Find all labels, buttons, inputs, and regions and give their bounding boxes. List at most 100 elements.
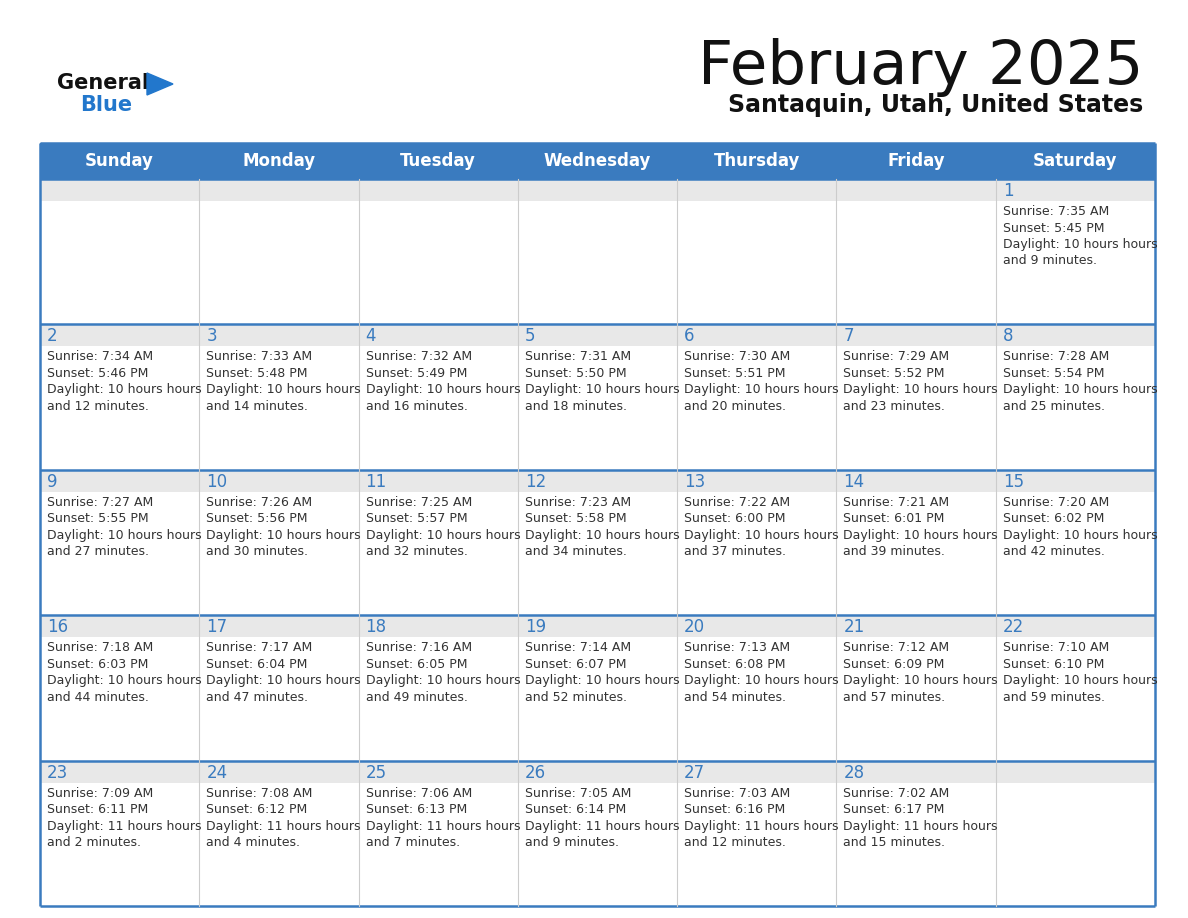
Text: and 54 minutes.: and 54 minutes. <box>684 690 786 704</box>
Text: 18: 18 <box>366 618 387 636</box>
Text: and 49 minutes.: and 49 minutes. <box>366 690 467 704</box>
Text: and 30 minutes.: and 30 minutes. <box>207 545 308 558</box>
Bar <box>40 470 1155 615</box>
Text: Daylight: 11 hours hours: Daylight: 11 hours hours <box>525 820 680 833</box>
Text: Daylight: 10 hours hours: Daylight: 10 hours hours <box>48 384 202 397</box>
Text: Sunrise: 7:23 AM: Sunrise: 7:23 AM <box>525 496 631 509</box>
Text: Sunrise: 7:09 AM: Sunrise: 7:09 AM <box>48 787 153 800</box>
Text: 15: 15 <box>1003 473 1024 491</box>
Text: Sunrise: 7:30 AM: Sunrise: 7:30 AM <box>684 351 790 364</box>
Text: 2: 2 <box>48 328 58 345</box>
Text: 19: 19 <box>525 618 546 636</box>
Text: February 2025: February 2025 <box>697 38 1143 97</box>
Text: Sunrise: 7:06 AM: Sunrise: 7:06 AM <box>366 787 472 800</box>
Text: Sunset: 5:58 PM: Sunset: 5:58 PM <box>525 512 626 525</box>
Text: Sunday: Sunday <box>86 152 154 170</box>
Text: Daylight: 10 hours hours: Daylight: 10 hours hours <box>1003 674 1157 688</box>
Text: Friday: Friday <box>887 152 944 170</box>
Bar <box>40 143 1155 179</box>
Text: Sunrise: 7:18 AM: Sunrise: 7:18 AM <box>48 641 153 655</box>
Bar <box>40 324 1155 346</box>
Text: 24: 24 <box>207 764 227 781</box>
Text: and 32 minutes.: and 32 minutes. <box>366 545 467 558</box>
Text: Daylight: 10 hours hours: Daylight: 10 hours hours <box>207 529 361 542</box>
Text: and 18 minutes.: and 18 minutes. <box>525 400 627 413</box>
Text: 23: 23 <box>48 764 68 781</box>
Text: Sunrise: 7:33 AM: Sunrise: 7:33 AM <box>207 351 312 364</box>
Text: and 20 minutes.: and 20 minutes. <box>684 400 786 413</box>
Text: 10: 10 <box>207 473 227 491</box>
Text: Daylight: 10 hours hours: Daylight: 10 hours hours <box>1003 238 1157 251</box>
Text: Sunrise: 7:22 AM: Sunrise: 7:22 AM <box>684 496 790 509</box>
Text: and 23 minutes.: and 23 minutes. <box>843 400 946 413</box>
Polygon shape <box>147 73 173 95</box>
Text: Sunset: 5:57 PM: Sunset: 5:57 PM <box>366 512 467 525</box>
Text: Sunrise: 7:14 AM: Sunrise: 7:14 AM <box>525 641 631 655</box>
Text: 8: 8 <box>1003 328 1013 345</box>
Text: Sunset: 6:05 PM: Sunset: 6:05 PM <box>366 657 467 671</box>
Text: 9: 9 <box>48 473 57 491</box>
Text: and 14 minutes.: and 14 minutes. <box>207 400 308 413</box>
Text: 21: 21 <box>843 618 865 636</box>
Text: Daylight: 10 hours hours: Daylight: 10 hours hours <box>366 384 520 397</box>
Text: and 15 minutes.: and 15 minutes. <box>843 836 946 849</box>
Text: Sunrise: 7:27 AM: Sunrise: 7:27 AM <box>48 496 153 509</box>
Text: and 7 minutes.: and 7 minutes. <box>366 836 460 849</box>
Text: Sunset: 5:49 PM: Sunset: 5:49 PM <box>366 367 467 380</box>
Text: Sunrise: 7:21 AM: Sunrise: 7:21 AM <box>843 496 949 509</box>
Text: Sunrise: 7:29 AM: Sunrise: 7:29 AM <box>843 351 949 364</box>
Text: Daylight: 10 hours hours: Daylight: 10 hours hours <box>684 529 839 542</box>
Text: and 59 minutes.: and 59 minutes. <box>1003 690 1105 704</box>
Text: Sunset: 6:07 PM: Sunset: 6:07 PM <box>525 657 626 671</box>
Text: and 25 minutes.: and 25 minutes. <box>1003 400 1105 413</box>
Bar <box>40 179 1155 201</box>
Text: Sunset: 6:16 PM: Sunset: 6:16 PM <box>684 803 785 816</box>
Text: Daylight: 10 hours hours: Daylight: 10 hours hours <box>207 384 361 397</box>
Text: Sunrise: 7:34 AM: Sunrise: 7:34 AM <box>48 351 153 364</box>
Text: Sunset: 6:13 PM: Sunset: 6:13 PM <box>366 803 467 816</box>
Text: Daylight: 10 hours hours: Daylight: 10 hours hours <box>48 674 202 688</box>
Text: and 37 minutes.: and 37 minutes. <box>684 545 786 558</box>
Text: Daylight: 10 hours hours: Daylight: 10 hours hours <box>1003 384 1157 397</box>
Text: and 47 minutes.: and 47 minutes. <box>207 690 308 704</box>
Text: and 9 minutes.: and 9 minutes. <box>525 836 619 849</box>
Text: 25: 25 <box>366 764 387 781</box>
Text: Thursday: Thursday <box>714 152 800 170</box>
Text: Sunrise: 7:12 AM: Sunrise: 7:12 AM <box>843 641 949 655</box>
Text: Sunrise: 7:32 AM: Sunrise: 7:32 AM <box>366 351 472 364</box>
Text: and 34 minutes.: and 34 minutes. <box>525 545 627 558</box>
Text: and 12 minutes.: and 12 minutes. <box>48 400 148 413</box>
Text: 7: 7 <box>843 328 854 345</box>
Text: Sunset: 6:01 PM: Sunset: 6:01 PM <box>843 512 944 525</box>
Text: 3: 3 <box>207 328 217 345</box>
Text: Sunrise: 7:25 AM: Sunrise: 7:25 AM <box>366 496 472 509</box>
Text: Sunset: 6:03 PM: Sunset: 6:03 PM <box>48 657 148 671</box>
Text: 12: 12 <box>525 473 546 491</box>
Text: 26: 26 <box>525 764 546 781</box>
Text: 13: 13 <box>684 473 706 491</box>
Text: 1: 1 <box>1003 182 1013 200</box>
Text: 4: 4 <box>366 328 377 345</box>
Text: Daylight: 10 hours hours: Daylight: 10 hours hours <box>525 384 680 397</box>
Text: Sunrise: 7:17 AM: Sunrise: 7:17 AM <box>207 641 312 655</box>
Text: Monday: Monday <box>242 152 316 170</box>
Text: Daylight: 10 hours hours: Daylight: 10 hours hours <box>843 529 998 542</box>
Text: Sunrise: 7:05 AM: Sunrise: 7:05 AM <box>525 787 631 800</box>
Text: Daylight: 10 hours hours: Daylight: 10 hours hours <box>48 529 202 542</box>
Text: Sunrise: 7:20 AM: Sunrise: 7:20 AM <box>1003 496 1108 509</box>
Text: Sunrise: 7:28 AM: Sunrise: 7:28 AM <box>1003 351 1108 364</box>
Text: Daylight: 11 hours hours: Daylight: 11 hours hours <box>843 820 998 833</box>
Text: 11: 11 <box>366 473 387 491</box>
Text: Sunset: 6:02 PM: Sunset: 6:02 PM <box>1003 512 1104 525</box>
Text: Sunset: 6:10 PM: Sunset: 6:10 PM <box>1003 657 1104 671</box>
Text: General: General <box>57 73 148 93</box>
Text: Daylight: 10 hours hours: Daylight: 10 hours hours <box>366 674 520 688</box>
Text: 14: 14 <box>843 473 865 491</box>
Text: and 57 minutes.: and 57 minutes. <box>843 690 946 704</box>
Text: and 42 minutes.: and 42 minutes. <box>1003 545 1105 558</box>
Text: Sunset: 6:17 PM: Sunset: 6:17 PM <box>843 803 944 816</box>
Text: Sunset: 6:09 PM: Sunset: 6:09 PM <box>843 657 944 671</box>
Text: and 2 minutes.: and 2 minutes. <box>48 836 141 849</box>
Text: Daylight: 10 hours hours: Daylight: 10 hours hours <box>1003 529 1157 542</box>
Text: Sunrise: 7:03 AM: Sunrise: 7:03 AM <box>684 787 790 800</box>
